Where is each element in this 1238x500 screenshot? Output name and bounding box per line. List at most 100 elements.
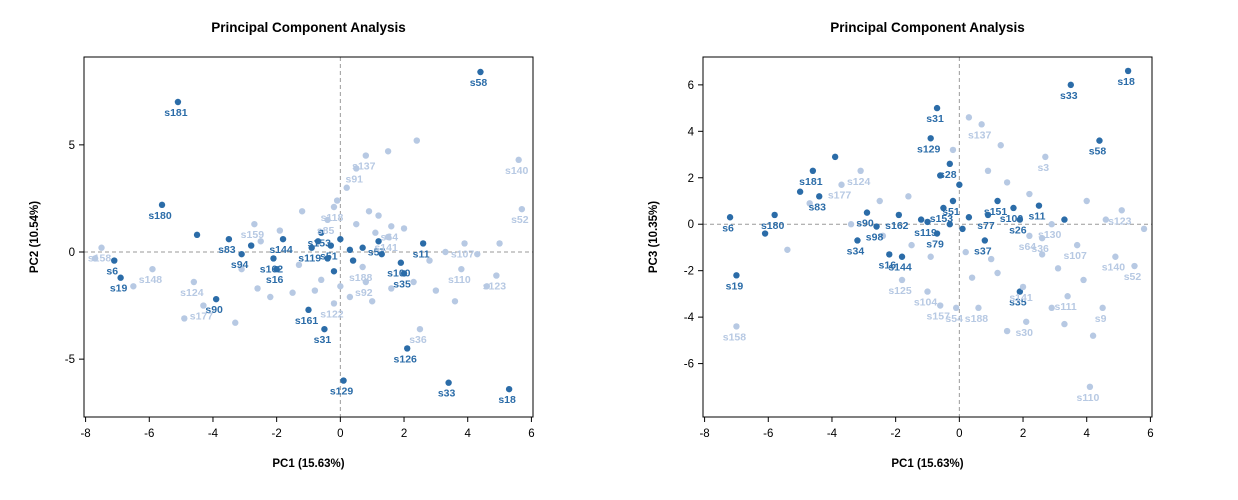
point-label-s54: s54 xyxy=(945,313,963,325)
data-point-s52 xyxy=(518,205,526,213)
data-point xyxy=(426,257,433,264)
data-point xyxy=(337,283,344,290)
data-point-s137 xyxy=(978,121,985,128)
data-point xyxy=(796,188,804,195)
data-point-s129 xyxy=(927,135,934,142)
point-label-s180: s180 xyxy=(148,210,172,222)
data-point-s64 xyxy=(388,223,395,230)
data-point xyxy=(295,261,303,269)
data-point xyxy=(1038,251,1046,258)
point-label-s33: s33 xyxy=(1060,90,1078,102)
data-point xyxy=(784,246,791,253)
data-point xyxy=(318,276,325,284)
data-point-s35 xyxy=(1016,288,1024,295)
point-label-s6: s6 xyxy=(106,266,118,278)
data-point-s107 xyxy=(461,240,468,247)
point-label-s11: s11 xyxy=(1028,211,1045,223)
data-point-s79 xyxy=(933,230,941,237)
point-label-s137: s137 xyxy=(352,161,376,173)
data-point xyxy=(806,200,813,207)
data-point xyxy=(994,269,1001,277)
data-point xyxy=(949,146,957,154)
data-point-s16 xyxy=(273,265,280,273)
data-point xyxy=(193,231,201,239)
point-label-s140: s140 xyxy=(505,165,529,177)
point-label-s162: s162 xyxy=(885,220,909,232)
data-point-s36 xyxy=(1038,234,1046,242)
data-point xyxy=(130,283,137,290)
x-tick-label: -2 xyxy=(272,428,282,440)
y-tick-label: -6 xyxy=(684,359,694,371)
data-point-s51 xyxy=(327,242,334,249)
point-label-s111: s111 xyxy=(1055,301,1077,313)
data-point-s83 xyxy=(225,235,233,243)
point-label-s57: s57 xyxy=(368,246,386,258)
data-point-s110 xyxy=(458,265,465,273)
data-point-s123 xyxy=(1118,207,1125,214)
data-point-s11 xyxy=(419,240,427,247)
data-point-s94 xyxy=(238,250,245,258)
data-point xyxy=(372,229,379,236)
point-label-s123: s123 xyxy=(483,281,507,293)
point-label-s58: s58 xyxy=(470,77,488,89)
data-point xyxy=(1003,179,1011,186)
data-point xyxy=(1061,320,1068,328)
y-tick-label: -4 xyxy=(684,312,695,324)
point-label-s18: s18 xyxy=(498,394,516,406)
data-point xyxy=(311,287,319,294)
point-label-s36: s36 xyxy=(409,334,427,346)
data-point-s148 xyxy=(149,265,156,273)
x-tick-label: -8 xyxy=(80,428,90,440)
data-point xyxy=(298,208,306,215)
data-point xyxy=(324,255,331,262)
data-point-s144 xyxy=(898,253,906,260)
data-point-s100 xyxy=(397,259,405,266)
data-point-s119 xyxy=(924,218,931,226)
data-point xyxy=(1089,332,1097,339)
data-point-s181 xyxy=(174,98,182,106)
point-label-s125: s125 xyxy=(888,285,912,297)
data-point-s19 xyxy=(117,274,124,281)
data-point xyxy=(314,238,322,245)
data-point-s11 xyxy=(1035,202,1043,209)
point-label-s118: s118 xyxy=(321,212,344,224)
point-label-s110: s110 xyxy=(1077,392,1100,404)
y-tick-label: 0 xyxy=(688,219,694,231)
data-point xyxy=(965,214,973,221)
data-point xyxy=(254,285,261,292)
point-label-s18: s18 xyxy=(1117,76,1135,88)
data-point-s100 xyxy=(1010,204,1017,212)
y-tick-label: -5 xyxy=(65,354,75,366)
point-label-s83: s83 xyxy=(808,201,826,213)
data-point-s31 xyxy=(321,325,328,333)
data-point xyxy=(1026,190,1033,198)
x-tick-label: 6 xyxy=(1147,428,1153,440)
data-point-s107 xyxy=(1073,241,1081,249)
y-tick-label: 5 xyxy=(69,140,75,152)
data-point-s58 xyxy=(477,68,484,76)
data-point-s137 xyxy=(362,152,370,159)
pca-scatter-pc1-pc2: s58s181s180s83s94s6s19s90s144s162s16s161… xyxy=(29,20,535,470)
data-point xyxy=(276,227,284,234)
data-point-s129 xyxy=(340,377,347,384)
point-label-s30: s30 xyxy=(1015,327,1033,339)
data-point xyxy=(333,197,341,204)
point-label-s35: s35 xyxy=(1009,297,1027,309)
point-label-s140: s140 xyxy=(1102,262,1126,274)
point-label-s98: s98 xyxy=(866,232,884,244)
point-label-s123: s123 xyxy=(1108,215,1132,227)
data-point xyxy=(400,225,408,232)
point-label-s158: s158 xyxy=(88,253,112,265)
data-point xyxy=(247,242,255,249)
data-point xyxy=(956,181,963,188)
data-point-s119 xyxy=(308,244,315,251)
data-point-s162 xyxy=(895,211,903,219)
y-axis-label: PC3 (10.35%) xyxy=(648,201,660,273)
point-label-s107: s107 xyxy=(451,248,475,260)
x-tick-label: -8 xyxy=(699,428,709,440)
data-point xyxy=(847,221,855,228)
point-label-s159: s159 xyxy=(241,229,265,241)
data-point xyxy=(968,274,976,281)
point-label-s153: s153 xyxy=(930,213,954,225)
